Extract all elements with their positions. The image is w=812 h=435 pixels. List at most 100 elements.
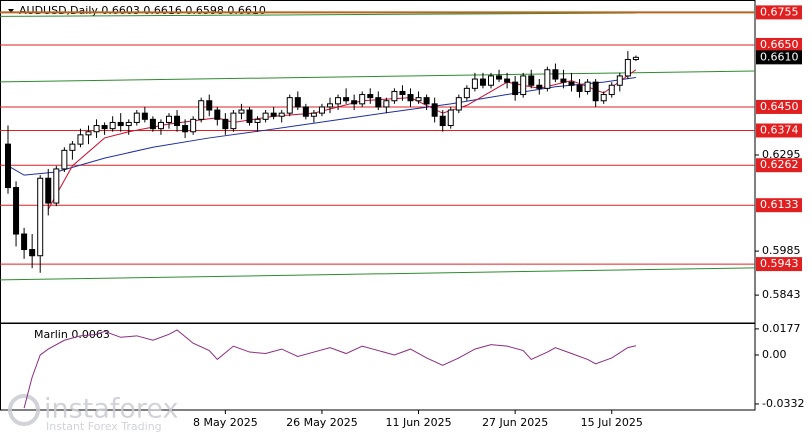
level-label: 0.5943 (760, 257, 799, 270)
candle-body (447, 109, 454, 127)
last-price-box (756, 50, 802, 65)
candle-body (109, 121, 116, 130)
y-tick-label: 0.6295 (762, 148, 801, 161)
candle-body (528, 75, 535, 86)
candle-body (29, 249, 36, 257)
watermark-tagline: Instant Forex Trading (46, 420, 162, 433)
level-label-box (756, 99, 802, 114)
indicator-line (23, 329, 637, 409)
level-label-box (756, 5, 802, 20)
title-marker (8, 9, 14, 13)
candle-body (21, 233, 28, 251)
candle-body (600, 94, 607, 102)
level-label: 0.6374 (760, 124, 799, 137)
x-tick-label: 26 May 2025 (286, 416, 358, 429)
x-tick-label: 8 May 2025 (193, 416, 258, 429)
candle-body (383, 100, 390, 108)
candle-body (302, 106, 309, 117)
x-tick-label: 27 Jun 2025 (482, 416, 548, 429)
candle-body (45, 177, 52, 204)
candle-body (423, 97, 430, 105)
candle-body (53, 168, 60, 204)
candle-body (351, 100, 358, 105)
candle-body (190, 118, 197, 133)
x-tick-label: 15 Jul 2025 (581, 416, 643, 429)
indicator-label: Marlin 0.0063 (34, 328, 110, 341)
price-panel (0, 0, 756, 324)
level-label-box (756, 158, 802, 173)
level-label-box (756, 257, 802, 272)
candle-body (85, 131, 92, 136)
candle-body (431, 103, 438, 117)
candle-body (141, 112, 148, 120)
candle-body (93, 125, 100, 133)
indicator-plot (23, 329, 637, 409)
candle-body (5, 143, 11, 189)
candle-body (359, 94, 366, 105)
y-tick-label: 0.00 (762, 348, 787, 361)
candle-body (294, 97, 301, 108)
candle-body (157, 121, 164, 130)
candle-body (174, 115, 181, 127)
last-price-label: 0.6610 (760, 50, 799, 63)
candle-body (544, 69, 551, 89)
level-label-box (756, 37, 802, 52)
candle-body (584, 81, 591, 92)
candle-body (367, 94, 374, 99)
candle-body (270, 112, 277, 117)
candle-body (568, 81, 575, 86)
candle-body (61, 149, 68, 170)
level-label-box (756, 123, 802, 138)
candle-body (624, 59, 631, 77)
candle-body (125, 121, 132, 127)
trendline (0, 12, 636, 17)
level-label: 0.6262 (760, 158, 799, 171)
candle-body (552, 69, 559, 80)
candle-body (536, 84, 543, 89)
candle-body (488, 75, 494, 86)
candle-body (166, 115, 172, 123)
chart-title: AUDUSD,Daily 0.6603 0.6616 0.6598 0.6610 (19, 4, 266, 17)
candle-body (399, 90, 406, 96)
candle-body (592, 81, 599, 102)
candle-body (407, 94, 414, 102)
candle-body (37, 177, 44, 257)
candle-body (463, 87, 470, 99)
candle-body (479, 78, 486, 86)
candle-body (504, 78, 511, 83)
y-tick-label: -0.0332 (762, 397, 804, 410)
candle-body (318, 106, 325, 114)
candle-body (101, 125, 108, 130)
candle-body (471, 78, 478, 89)
candle-body (182, 125, 189, 133)
candle-body (391, 90, 398, 102)
watermark: instaforex Instant Forex Trading (8, 394, 178, 433)
candle-body (327, 103, 333, 108)
candle-body (69, 143, 76, 151)
candle-body (512, 81, 519, 96)
level-label: 0.6755 (760, 5, 799, 18)
candle-body (214, 109, 221, 120)
trendline (0, 267, 755, 281)
candle-body (310, 112, 317, 117)
candle-body (77, 134, 84, 145)
candle-body (262, 112, 269, 120)
candle-body (238, 109, 245, 114)
candle-body (616, 75, 623, 86)
candle-body (254, 118, 261, 123)
candle-body (375, 97, 382, 108)
candle-body (133, 112, 140, 123)
level-label: 0.6650 (760, 38, 799, 51)
candle-body (632, 56, 639, 61)
watermark-logo (8, 394, 40, 426)
candle-body (455, 97, 462, 111)
candle-body (149, 118, 156, 130)
candle-body (246, 109, 253, 123)
y-tick-label: 0.0177 (762, 322, 801, 335)
candle-body (286, 97, 293, 114)
candle-body (608, 84, 615, 96)
x-tick-label: 11 Jun 2025 (385, 416, 451, 429)
y-tick-label: 0.5985 (762, 244, 801, 257)
